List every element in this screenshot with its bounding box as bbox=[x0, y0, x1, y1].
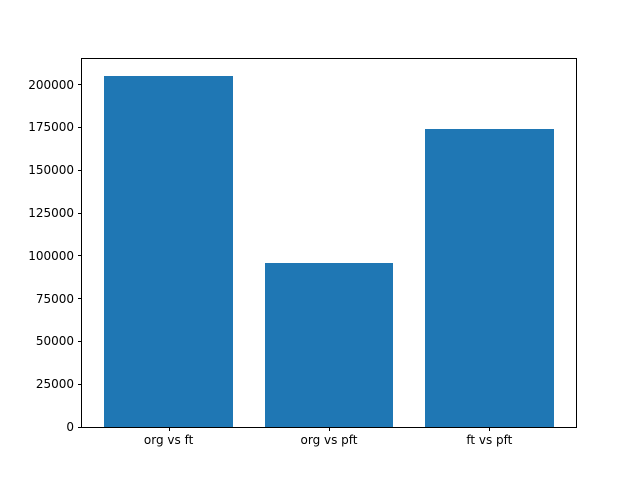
y-axis-tick bbox=[78, 298, 82, 300]
x-axis-tick bbox=[489, 427, 491, 431]
y-tick-label: 200000 bbox=[28, 77, 74, 92]
y-tick-label: 125000 bbox=[28, 206, 74, 221]
y-axis-tick bbox=[78, 212, 82, 214]
x-tick-label: org vs ft bbox=[143, 433, 194, 447]
y-axis-tick bbox=[78, 169, 82, 171]
y-axis-tick bbox=[78, 126, 82, 128]
x-tick-label: ft vs pft bbox=[466, 433, 513, 447]
y-tick-label: 50000 bbox=[35, 334, 74, 349]
y-tick-label: 0 bbox=[66, 420, 74, 434]
plot-area: org vs ft org vs pft ft vs pft 0 25000 50000 7… bbox=[28, 58, 577, 447]
bar-org-vs-ft bbox=[104, 76, 233, 427]
y-tick-label: 25000 bbox=[35, 377, 74, 392]
x-axis-tick bbox=[329, 427, 330, 431]
y-tick-label: 175000 bbox=[28, 120, 74, 135]
y-axis-tick bbox=[78, 383, 82, 385]
y-axis-tick bbox=[78, 84, 82, 86]
y-tick-label: 100000 bbox=[28, 248, 74, 263]
y-axis-tick bbox=[78, 340, 82, 342]
y-axis-tick bbox=[78, 426, 82, 428]
y-tick-label: 75000 bbox=[35, 291, 74, 306]
x-axis-tick bbox=[168, 427, 170, 431]
bar-ft-vs-pft bbox=[425, 129, 554, 427]
y-tick-label: 150000 bbox=[28, 163, 74, 178]
bar-org-vs-pft bbox=[264, 262, 394, 427]
x-tick-label: org vs pft bbox=[300, 433, 358, 447]
y-axis-tick bbox=[78, 255, 82, 257]
